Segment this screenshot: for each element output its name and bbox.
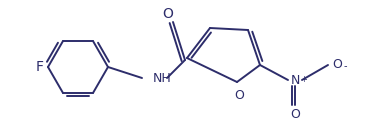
- Text: O: O: [163, 7, 173, 21]
- Text: NH: NH: [153, 72, 172, 85]
- Text: F: F: [36, 60, 44, 74]
- Text: O: O: [234, 89, 244, 102]
- Text: O: O: [332, 58, 342, 72]
- Text: N: N: [290, 73, 300, 87]
- Text: O: O: [290, 109, 300, 122]
- Text: -: -: [344, 61, 348, 71]
- Text: +: +: [300, 75, 307, 84]
